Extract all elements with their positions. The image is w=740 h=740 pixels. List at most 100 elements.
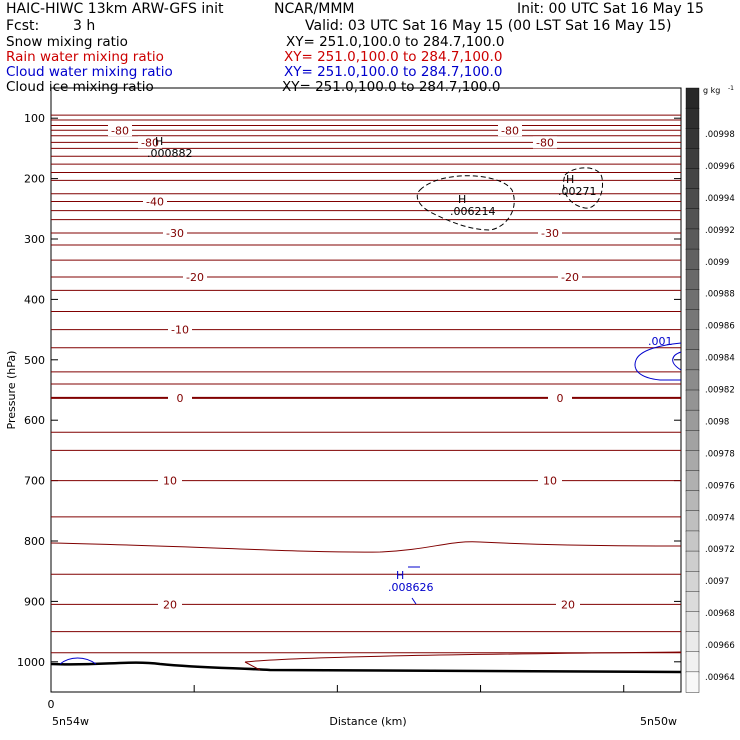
y-tick-label: 700 <box>24 475 45 488</box>
isotherm-line <box>50 179 682 182</box>
maximum-value: .000882 <box>147 147 193 160</box>
org-label: NCAR/MMM <box>274 1 355 17</box>
isotherm-line <box>50 155 682 158</box>
colorbar-tick-label: .0099 <box>705 258 729 268</box>
maximum-marker: H <box>396 569 404 582</box>
isotherm-label-bg <box>168 323 192 336</box>
y-tick-label: 100 <box>24 112 45 125</box>
colorbar-segment <box>685 349 700 371</box>
isotherm-line <box>50 383 682 385</box>
cloud-water-contour <box>672 351 682 371</box>
colorbar-segment <box>685 490 700 512</box>
isotherm-line <box>50 651 682 654</box>
colorbar-tick-label: .00998 <box>705 130 735 140</box>
isotherm-line <box>50 630 682 633</box>
colorbar-segment <box>685 148 700 170</box>
x-start-label: 5n54w <box>52 715 89 728</box>
isotherm-label: -20 <box>561 271 579 284</box>
colorbar-segment <box>685 470 700 492</box>
isotherm-label-bg <box>538 474 562 487</box>
maximum-value: .008626 <box>388 581 434 594</box>
isotherm-label-bg <box>558 271 582 284</box>
colorbar-segment <box>685 631 700 653</box>
isotherm-line <box>50 163 682 166</box>
field-cloudice-name: Cloud ice mixing ratio <box>6 79 154 95</box>
colorbar-tick-label: .00982 <box>705 386 735 396</box>
plot-frame <box>50 87 682 693</box>
colorbar-segment <box>685 430 700 452</box>
isotherm-label-bg <box>163 226 187 239</box>
isotherm-label: 0 <box>557 392 564 405</box>
colorbar-segment <box>685 550 700 572</box>
colorbar-tick-label: .00978 <box>705 449 735 459</box>
colorbar-segment <box>685 309 700 331</box>
colorbar-segment <box>685 248 700 270</box>
colorbar-tick-label: .00976 <box>705 481 735 491</box>
y-axis-title: Pressure (hPa) <box>5 351 18 430</box>
colorbar-segment <box>685 168 700 190</box>
field-snow-xy: XY= 251.0,100.0 to 284.7,100.0 <box>286 34 505 50</box>
y-tick-label: 1000 <box>17 656 45 669</box>
colorbar-unit-exponent: -1 <box>728 85 734 92</box>
x-end-label: 5n50w <box>640 715 677 728</box>
colorbar-segment <box>685 208 700 230</box>
isotherm-line <box>50 276 682 278</box>
isotherm-line <box>50 114 682 117</box>
isotherm-line <box>50 218 682 221</box>
isotherm-line <box>50 209 682 212</box>
isotherm-label: 0 <box>177 392 184 405</box>
isotherm-line <box>50 603 682 606</box>
terrain-line <box>50 661 682 674</box>
colorbar-segment <box>685 228 700 250</box>
colorbar: g kg -1 .00998 .00996 .00994 .00992 .0099 .0098… <box>685 85 735 693</box>
isotherm-label-bg <box>108 124 132 137</box>
isotherm-line <box>50 346 682 349</box>
fcst-value: 3 h <box>73 18 96 34</box>
isotherm-label-bg <box>183 271 207 284</box>
maximum-marker: H <box>566 173 574 186</box>
isotherm-label-bg <box>168 391 192 404</box>
isotherm-label-bg <box>538 226 562 239</box>
isotherm-label-bg <box>158 474 182 487</box>
isotherm-label-bg <box>498 124 522 137</box>
isotherm-line <box>50 541 682 553</box>
temperature-contours: -80 -80 -80 -80 -40 -30 -30 -20 -20 -10 0 0 10 10 20 20 <box>50 114 682 654</box>
colorbar-segment <box>685 269 700 291</box>
isotherm-line <box>50 129 682 132</box>
isotherm-label-bg <box>158 598 182 611</box>
isotherm-line <box>50 192 682 195</box>
colorbar-tick-label: .00984 <box>705 354 735 364</box>
isotherm-line <box>244 651 682 671</box>
y-tick-label: 400 <box>24 293 45 306</box>
isotherm-line <box>50 141 682 144</box>
init-time: Init: 00 UTC Sat 16 May 15 <box>517 1 704 17</box>
isotherm-line <box>50 328 682 331</box>
y-tick-label: 500 <box>24 354 45 367</box>
colorbar-segment <box>685 409 700 431</box>
isotherm-label-bg <box>143 195 167 208</box>
fcst-label: Fcst: <box>6 18 40 34</box>
colorbar-segment <box>685 188 700 210</box>
colorbar-segment <box>685 530 700 552</box>
cloud-water-contour <box>634 342 682 381</box>
colorbar-segment <box>685 611 700 633</box>
field-cloudice-xy: XY= 251.0,100.0 to 284.7,100.0 <box>282 79 501 95</box>
field-rain-xy: XY= 251.0,100.0 to 284.7,100.0 <box>284 49 503 65</box>
y-tick-label: 800 <box>24 535 45 548</box>
isotherm-line <box>50 259 682 262</box>
isotherm-label: -40 <box>146 196 164 209</box>
isotherm-line <box>50 431 682 434</box>
isotherm-label: -30 <box>166 227 184 240</box>
field-snow-name: Snow mixing ratio <box>6 34 128 50</box>
colorbar-tick-label: .0098 <box>705 417 729 427</box>
colorbar-tick-label: .00968 <box>705 609 735 619</box>
colorbar-tick-label: .0097 <box>705 577 729 587</box>
colorbar-segment <box>685 671 700 693</box>
cloud-water-contour <box>411 597 417 605</box>
isotherm-label: -10 <box>171 324 189 337</box>
x-origin-label: 0 <box>48 698 55 711</box>
y-tick-label: 300 <box>24 233 45 246</box>
isotherm-line <box>50 171 682 174</box>
model-title: HAIC-HIWC 13km ARW-GFS init <box>6 1 224 17</box>
